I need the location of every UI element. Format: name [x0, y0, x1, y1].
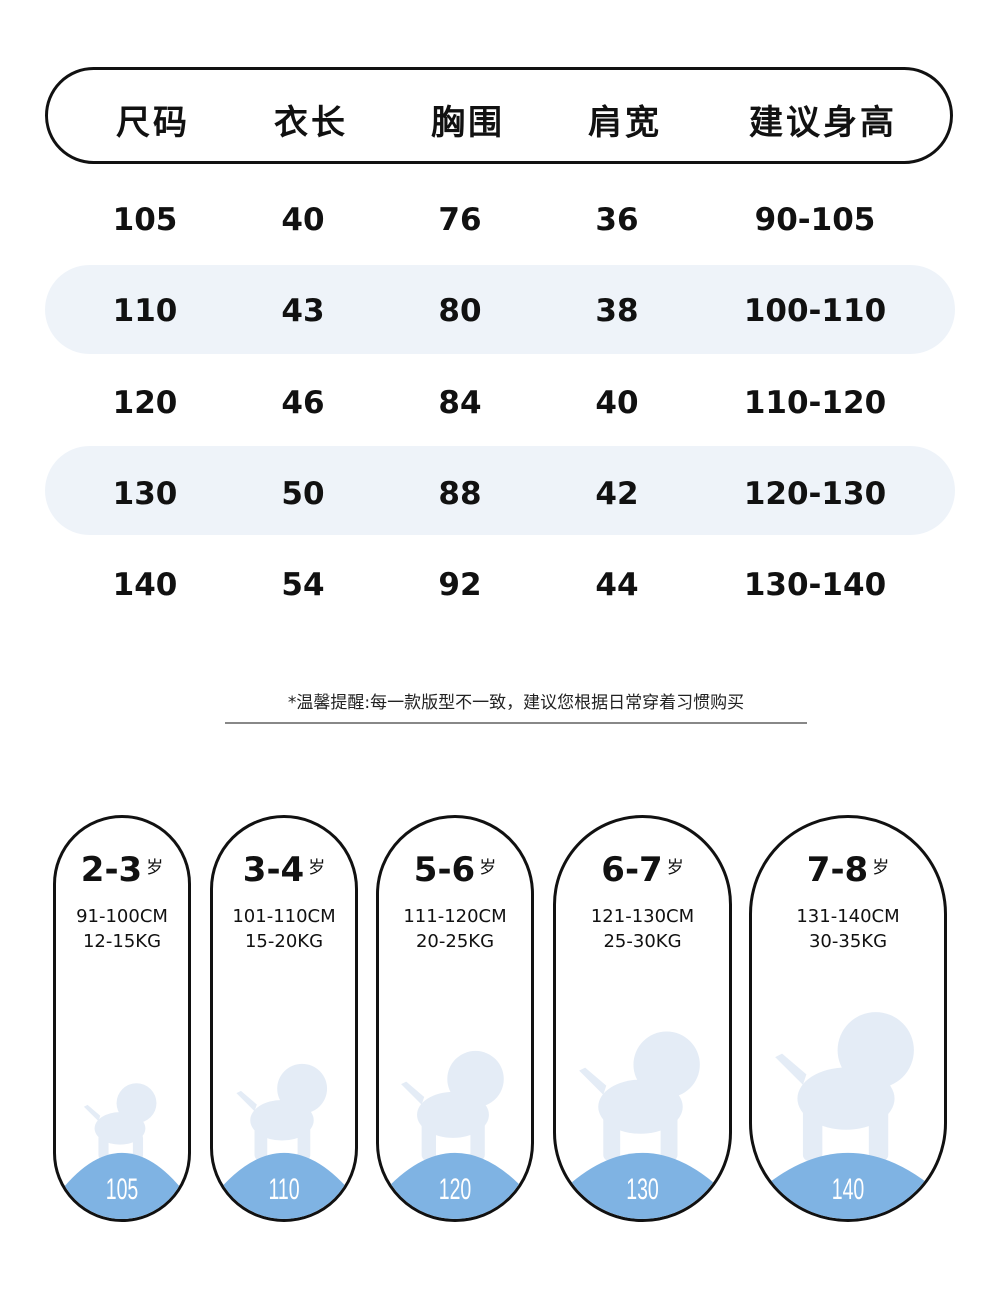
table-cell: 38: [595, 293, 639, 329]
ground-arc: [752, 1152, 944, 1219]
column-header: 尺码: [116, 103, 190, 143]
column-header: 衣长: [274, 103, 348, 143]
ground-arc: [56, 1152, 188, 1219]
table-cell: 40: [281, 202, 325, 238]
table-cell: 80: [438, 293, 482, 329]
size-label: 120: [438, 1173, 472, 1206]
size-label: 110: [268, 1173, 300, 1206]
column-header: 建议身高: [749, 103, 897, 143]
table-cell: 105: [112, 202, 178, 238]
height-weight: 121-130CM 25-30KG: [590, 906, 695, 952]
age-range: 3-4 岁: [242, 850, 326, 890]
age-size-card: 2-3 岁 91-100CM 12-15KG 105: [53, 815, 191, 1222]
age-range: 6-7 岁: [601, 850, 684, 890]
height-weight: 91-100CM 12-15KG: [76, 906, 168, 952]
table-cell: 100-110: [743, 293, 887, 329]
table-cell: 42: [595, 476, 639, 512]
table-cell: 88: [438, 476, 482, 512]
table-cell: 44: [595, 567, 639, 603]
ground-arc: [379, 1152, 531, 1219]
table-cell: 76: [438, 202, 482, 238]
column-header: 肩宽: [588, 103, 662, 143]
large-dog-silhouette-icon: [752, 1012, 944, 1219]
table-cell: 46: [281, 385, 325, 421]
ground-arc: [556, 1152, 729, 1219]
age-range: 5-6 岁: [413, 850, 497, 890]
table-cell: 140: [112, 567, 178, 603]
table-cell: 54: [281, 567, 325, 603]
row-band: [45, 265, 955, 354]
table-cell: 40: [595, 385, 639, 421]
size-label: 140: [831, 1173, 865, 1206]
table-cell: 90-105: [754, 202, 876, 238]
size-label: 130: [626, 1173, 659, 1206]
height-weight: 131-140CM 30-35KG: [796, 906, 900, 952]
table-cell: 36: [595, 202, 639, 238]
age-size-card: 7-8 岁 131-140CM 30-35KG 140: [749, 815, 947, 1222]
table-cell: 110-120: [743, 385, 887, 421]
table-cell: 130: [112, 476, 178, 512]
age-range: 7-8 岁: [806, 850, 890, 890]
age-size-card: 5-6 岁 111-120CM 20-25KG 120: [376, 815, 534, 1222]
table-cell: 130-140: [743, 567, 887, 603]
table-header: 尺码 衣长 胸围 肩宽 建议身高: [45, 67, 953, 164]
dog-silhouette-icon: [556, 1031, 729, 1219]
table-cell: 120-130: [743, 476, 887, 512]
column-header: 胸围: [431, 103, 505, 143]
table-cell: 110: [112, 293, 178, 329]
table-cell: 92: [438, 567, 482, 603]
table-cell: 43: [281, 293, 325, 329]
height-weight: 111-120CM 20-25KG: [403, 906, 507, 952]
age-size-card: 6-7 岁 121-130CM 25-30KG 130: [553, 815, 732, 1222]
ground-arc: [213, 1152, 355, 1219]
age-size-card: 3-4 岁 101-110CM 15-20KG 110: [210, 815, 358, 1222]
height-weight: 101-110CM 15-20KG: [232, 906, 336, 952]
dog-silhouette-icon: [213, 1063, 355, 1219]
table-cell: 50: [281, 476, 325, 512]
table-cell: 120: [112, 385, 178, 421]
table-cell: 84: [438, 385, 482, 421]
row-band: [45, 446, 955, 535]
dog-silhouette-icon: [379, 1050, 531, 1219]
small-dog-silhouette-icon: [56, 1083, 188, 1219]
size-label: 105: [105, 1173, 139, 1206]
sizing-note: *温馨提醒:每一款版型不一致，建议您根据日常穿着习惯购买: [225, 688, 807, 724]
age-range: 2-3 岁: [80, 850, 164, 890]
